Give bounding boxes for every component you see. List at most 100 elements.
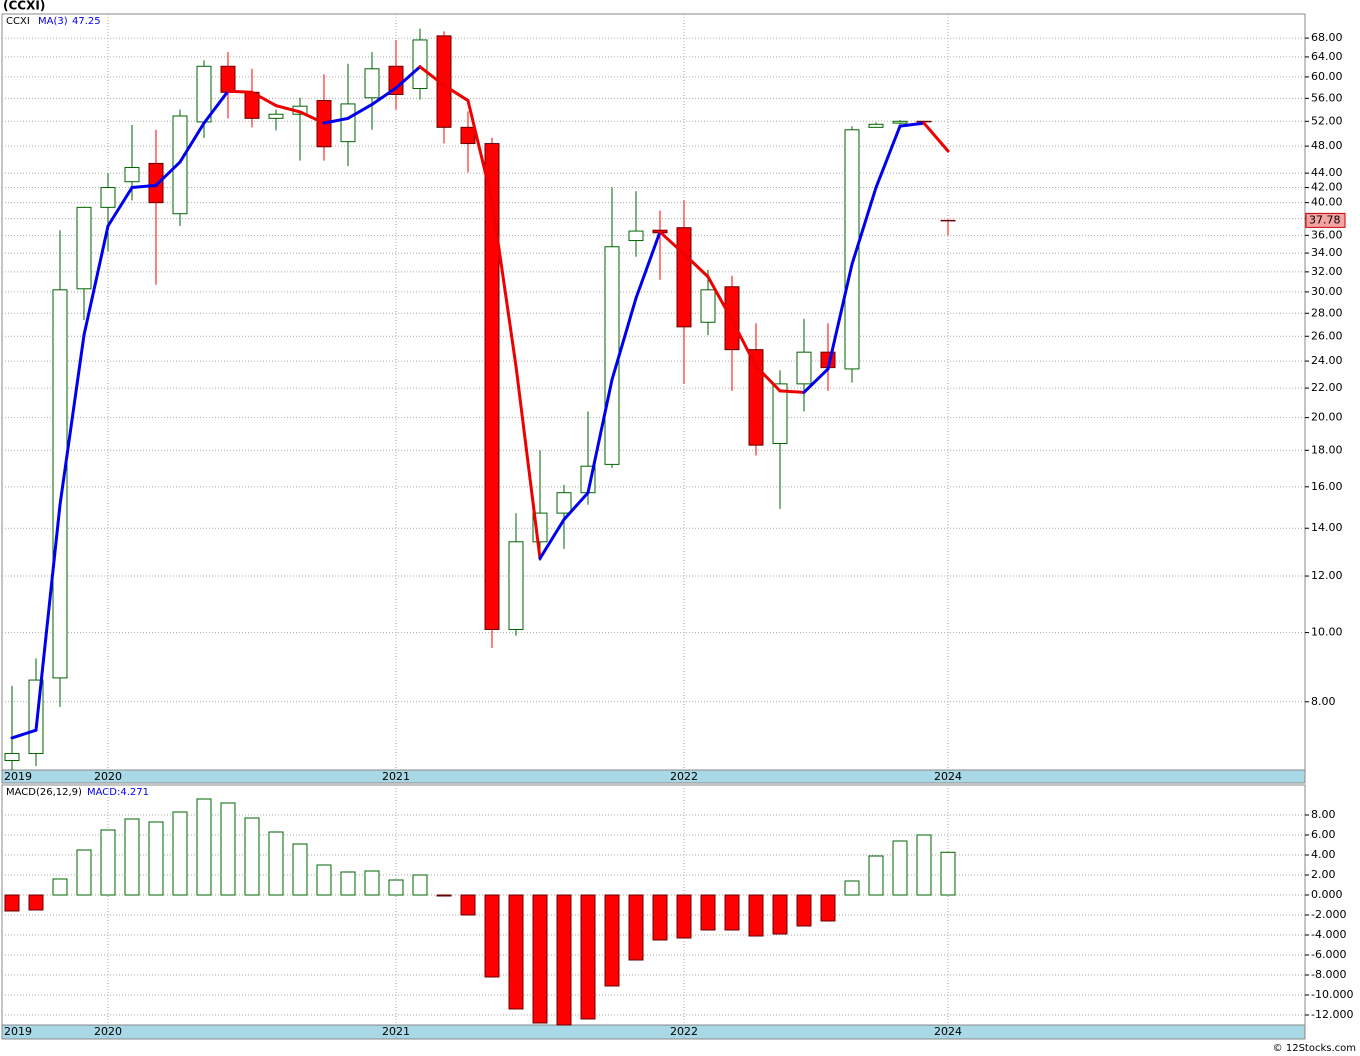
y-tick-label: -8.000: [1311, 968, 1346, 981]
candle-body: [628, 230, 644, 242]
y-tick-label: 20.00: [1311, 411, 1343, 424]
ma-segment: [538, 517, 566, 560]
x-tick-label: 2022: [670, 1025, 698, 1038]
ma-segment: [370, 86, 398, 106]
macd-bar: [28, 894, 44, 911]
y-tick-label: 22.00: [1311, 381, 1343, 394]
ma-segment: [562, 491, 590, 521]
candle-body: [148, 162, 164, 204]
y-tick-label: 18.00: [1311, 443, 1343, 456]
ma-segment: [802, 367, 830, 394]
candle-body: [508, 541, 524, 630]
macd-bar: [196, 798, 212, 896]
macd-bar: [652, 894, 668, 941]
y-tick-label: 48.00: [1311, 139, 1343, 152]
macd-bar: [220, 802, 236, 896]
candle-body: [100, 187, 116, 208]
macd-bar: [676, 894, 692, 939]
candle-body: [748, 349, 764, 446]
ma-segment: [514, 364, 542, 560]
y-tick-label: 64.00: [1311, 50, 1343, 63]
x-tick-label: 2022: [670, 770, 698, 783]
x-tick-label: 2020: [94, 770, 122, 783]
ma-segment: [922, 121, 950, 153]
candle-body: [940, 219, 956, 222]
ma-segment: [442, 83, 470, 103]
macd-bar: [844, 880, 860, 896]
macd-bar: [772, 894, 788, 935]
date-axis: [1, 769, 1306, 784]
macd-bar: [748, 894, 764, 937]
candle-body: [460, 126, 476, 145]
y-tick-label: -6.000: [1311, 948, 1346, 961]
macd-bar: [100, 829, 116, 896]
y-tick-label: 8.00: [1311, 695, 1336, 708]
ma-segment: [826, 262, 854, 371]
macd-bar: [868, 855, 884, 896]
legend-ma: MA(3): [38, 16, 68, 27]
ma-segment: [466, 99, 494, 202]
y-tick-label: 10.00: [1311, 626, 1343, 639]
macd-bar: [508, 894, 524, 1010]
macd-bar: [388, 879, 404, 896]
candle-body: [220, 65, 236, 93]
ma-segment: [418, 65, 446, 87]
ma-segment: [490, 198, 518, 368]
y-tick-label: 12.00: [1311, 569, 1343, 582]
x-tick-label: 2024: [934, 1025, 962, 1038]
x-tick-label: 2021: [382, 1025, 410, 1038]
y-tick-label: 26.00: [1311, 329, 1343, 342]
y-tick-label: 14.00: [1311, 521, 1343, 534]
x-tick-label: 2020: [94, 1025, 122, 1038]
candle-body: [604, 246, 620, 465]
y-tick-label: -10.000: [1311, 988, 1353, 1001]
macd-bar: [892, 840, 908, 896]
macd-bar: [340, 871, 356, 896]
ma-segment: [730, 318, 758, 368]
y-tick-label: 52.00: [1311, 114, 1343, 127]
macd-bar: [820, 894, 836, 922]
macd-bar: [604, 894, 620, 987]
macd-bar: [124, 818, 140, 896]
macd-bar: [700, 894, 716, 931]
macd-bar: [244, 817, 260, 896]
price-panel: [1, 13, 1306, 771]
x-tick-label: 2024: [934, 770, 962, 783]
ma-segment: [250, 90, 278, 108]
ma-segment: [226, 89, 254, 94]
candle-body: [340, 103, 356, 143]
ma-segment: [610, 296, 638, 382]
candle-body: [676, 227, 692, 328]
ma-segment: [34, 503, 62, 732]
y-tick-label: 40.00: [1311, 196, 1343, 209]
chart-title: (CCXI): [3, 0, 45, 13]
x-tick-label: 2021: [382, 770, 410, 783]
candle-body: [4, 753, 20, 761]
y-tick-label: 28.00: [1311, 306, 1343, 319]
macd-bar: [484, 894, 500, 978]
candle-body: [868, 123, 884, 128]
candle-body: [268, 113, 284, 119]
ma-segment: [154, 160, 182, 187]
x-tick-label: 2019: [4, 770, 32, 783]
y-tick-label: 30.00: [1311, 285, 1343, 298]
ma-segment: [682, 252, 710, 279]
y-tick-label: 60.00: [1311, 70, 1343, 83]
ma-segment: [346, 102, 374, 120]
macd-bar: [364, 870, 380, 896]
candle-body: [412, 39, 428, 90]
candle-body: [484, 143, 500, 630]
macd-bar: [580, 894, 596, 1020]
macd-bar: [172, 811, 188, 896]
y-tick-label: 32.00: [1311, 265, 1343, 278]
macd-bar: [460, 894, 476, 916]
macd-bar: [148, 821, 164, 896]
ma-segment: [82, 224, 110, 337]
y-tick-label: 42.00: [1311, 181, 1343, 194]
y-tick-label: -4.000: [1311, 928, 1346, 941]
macd-bar: [532, 894, 548, 1024]
y-tick-label: 36.00: [1311, 228, 1343, 241]
y-tick-label: 44.00: [1311, 166, 1343, 179]
y-tick-label: 4.00: [1311, 848, 1336, 861]
